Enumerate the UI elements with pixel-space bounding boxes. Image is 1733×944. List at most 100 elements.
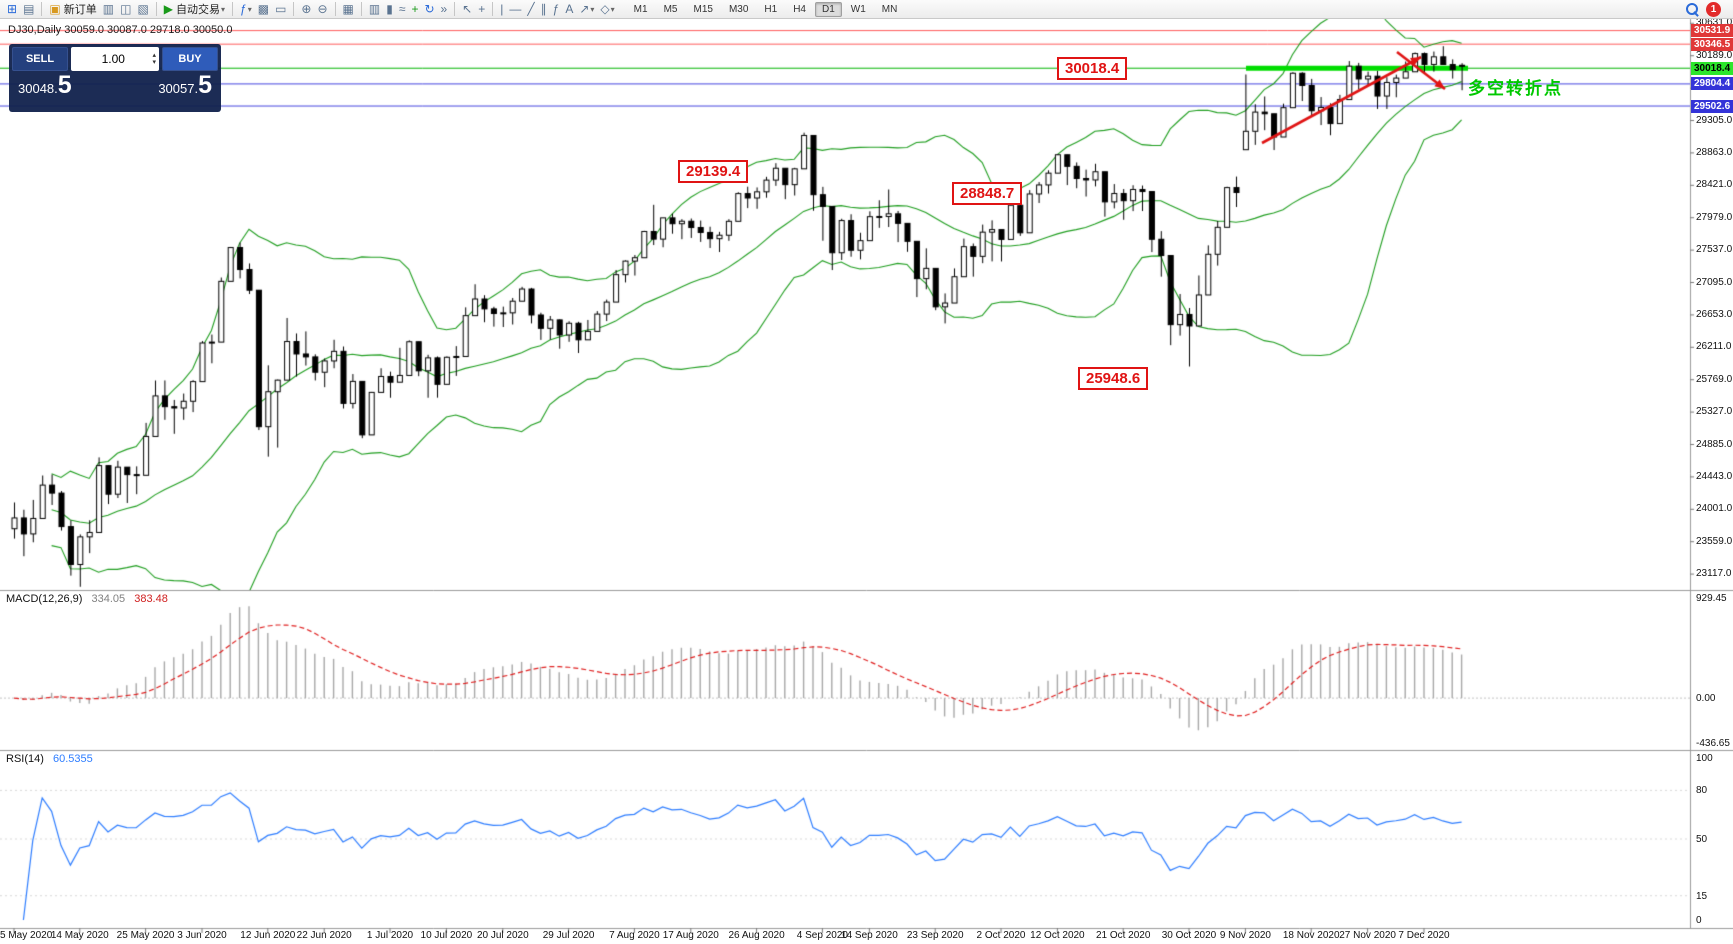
timeframe-button-m1[interactable]: M1: [633, 3, 648, 15]
price-axis-label: 24885.0: [1696, 438, 1733, 450]
dropdown-caret-icon: ▾: [221, 4, 226, 14]
candlestick-chart-icon[interactable]: ▮: [383, 1, 396, 18]
timeframe-button-mn[interactable]: MN: [881, 3, 898, 15]
turning-point-label[interactable]: 多空转折点: [1468, 79, 1563, 98]
volume-increase-button[interactable]: ▴: [152, 52, 156, 59]
chart-profiles-icon: ▤: [23, 1, 35, 16]
crosshair-icon[interactable]: +: [475, 1, 488, 18]
volume-field[interactable]: 1.00 ▴ ▾: [71, 47, 159, 71]
time-axis-label: 21 Oct 2020: [1095, 930, 1151, 941]
search-icon[interactable]: [1685, 2, 1699, 16]
rsi-axis-label: 50: [1696, 834, 1708, 845]
price-callout[interactable]: 29139.4: [678, 160, 749, 183]
chart-profiles-icon[interactable]: ▤: [20, 1, 37, 18]
time-axis-label: 7 Aug 2020: [609, 930, 660, 941]
sell-price-big-digit: 5: [57, 71, 72, 99]
add-symbol-icon[interactable]: +: [408, 1, 421, 18]
terminal-icon: ▭: [275, 1, 287, 16]
macd-axis-label: -436.65: [1696, 738, 1730, 749]
text-label-icon: A: [565, 1, 574, 16]
trendline-icon[interactable]: ╱: [524, 1, 537, 18]
objects-list-icon[interactable]: ▩: [255, 1, 272, 18]
price-axis[interactable]: 30631.030189.029747.029305.028863.028421…: [1690, 0, 1733, 944]
channel-icon[interactable]: ∥: [538, 1, 550, 18]
channel-icon: ∥: [540, 1, 547, 16]
fibonacci-icon[interactable]: ƒ: [550, 1, 563, 18]
tile-windows-icon[interactable]: ▦: [340, 1, 357, 18]
add-symbol-icon: +: [411, 1, 419, 16]
macd-indicator-label: MACD(12,26,9) 334.05 383.48: [6, 593, 168, 605]
timeframe-button-w1[interactable]: W1: [850, 3, 866, 15]
timeframe-button-d1[interactable]: D1: [814, 1, 842, 17]
timeframe-button-m15[interactable]: M15: [693, 3, 713, 15]
buy-button[interactable]: BUY: [162, 47, 218, 71]
shapes-icon: ◇: [600, 1, 610, 16]
line-chart-icon[interactable]: ≈: [396, 1, 409, 18]
macd-signal-value: 383.48: [134, 593, 168, 605]
chart-shift-icon[interactable]: »: [438, 1, 451, 18]
price-axis-label: 27095.0: [1696, 276, 1733, 288]
macd-name: MACD(12,26,9): [6, 593, 83, 605]
shapes-icon[interactable]: ◇ ▾: [597, 1, 617, 18]
main-toolbar: ⊞ ▤ ▣ 新订单 ▥ ◫ ▧ ▶ 自动交易 ▾ ƒ ▾ ▩ ▭ ⊕ ⊖ ▦ ▥ ▮ ≈ + ↻» ↖ + | — ╱ ∥ ƒ A ↗ ▾ ◇ ▾…: [0, 0, 1733, 19]
new-chart-icon[interactable]: ⊞: [4, 1, 20, 18]
timeframe-button-m30[interactable]: M30: [728, 3, 749, 15]
time-axis[interactable]: 5 May 2020 14 May 2020 25 May 2020 3 Jun 20…: [0, 929, 1733, 944]
price-callout[interactable]: 25948.6: [1078, 367, 1149, 390]
toolbar-separator: [334, 2, 336, 16]
data-window-icon[interactable]: ◫: [117, 1, 134, 18]
price-callout[interactable]: 28848.7: [952, 182, 1023, 205]
vertical-line-icon[interactable]: |: [497, 1, 506, 18]
navigator-icon[interactable]: ▧: [134, 1, 151, 18]
time-axis-label: 22 Jun 2020: [296, 930, 352, 941]
toolbar-separator: [232, 2, 234, 16]
horizontal-line-icon[interactable]: —: [506, 1, 524, 18]
price-line-flag: 29804.4: [1691, 77, 1733, 91]
time-axis-label: 4 Sep 2020: [796, 930, 848, 941]
toolbar-separator: [454, 2, 456, 16]
bar-chart-icon[interactable]: ▥: [366, 1, 383, 18]
notification-badge[interactable]: 1: [1706, 1, 1721, 17]
vertical-line-icon: |: [500, 1, 504, 16]
timeframe-button-h1[interactable]: H1: [764, 3, 778, 15]
rsi-axis-label: 100: [1696, 753, 1713, 764]
rsi-axis-label: 0: [1696, 915, 1702, 926]
terminal-icon[interactable]: ▭: [272, 1, 289, 18]
timeframe-button-m5[interactable]: M5: [663, 3, 678, 15]
cursor-icon[interactable]: ↖: [459, 1, 475, 18]
time-axis-label: 3 Jun 2020: [177, 930, 227, 941]
market-watch-icon[interactable]: ▥: [100, 1, 117, 18]
refresh-icon: ↻: [424, 1, 435, 16]
time-axis-label: 1 Jul 2020: [366, 930, 414, 941]
time-axis-label: 17 Aug 2020: [662, 930, 719, 941]
line-chart-icon: ≈: [398, 1, 406, 16]
trade-panel-controls: SELL 1.00 ▴ ▾ BUY: [12, 47, 218, 71]
cursor-icon: ↖: [462, 1, 473, 16]
price-axis-label: 25327.0: [1696, 406, 1733, 418]
sell-button[interactable]: SELL: [12, 47, 68, 71]
text-label-icon[interactable]: A: [562, 1, 576, 18]
arrow-object-icon[interactable]: ↗ ▾: [576, 1, 597, 18]
sell-price-main: 30048.: [18, 81, 58, 96]
timeframe-button-h4[interactable]: H4: [793, 3, 806, 15]
algo-trading-button[interactable]: ▶ 自动交易 ▾: [161, 1, 228, 18]
price-axis-label: 29305.0: [1696, 114, 1733, 126]
volume-decrease-button[interactable]: ▾: [152, 59, 156, 66]
zoom-out-icon: ⊖: [317, 1, 328, 16]
new-chart-icon: ⊞: [7, 1, 18, 16]
new-order-button[interactable]: ▣ 新订单: [46, 1, 99, 18]
refresh-icon[interactable]: ↻: [421, 1, 437, 18]
buy-price-big-digit: 5: [198, 71, 212, 99]
price-axis-label: 27537.0: [1696, 244, 1733, 256]
indicators-icon[interactable]: ƒ ▾: [237, 1, 255, 18]
zoom-out-icon[interactable]: ⊖: [314, 1, 330, 18]
zoom-in-icon[interactable]: ⊕: [298, 1, 314, 18]
price-callout[interactable]: 30018.4: [1057, 57, 1128, 80]
volume-value[interactable]: 1.00: [101, 52, 125, 66]
dropdown-caret-icon: ▾: [610, 4, 615, 14]
rsi-axis-label: 80: [1696, 785, 1708, 797]
time-axis-label: 23 Sep 2020: [906, 930, 964, 941]
